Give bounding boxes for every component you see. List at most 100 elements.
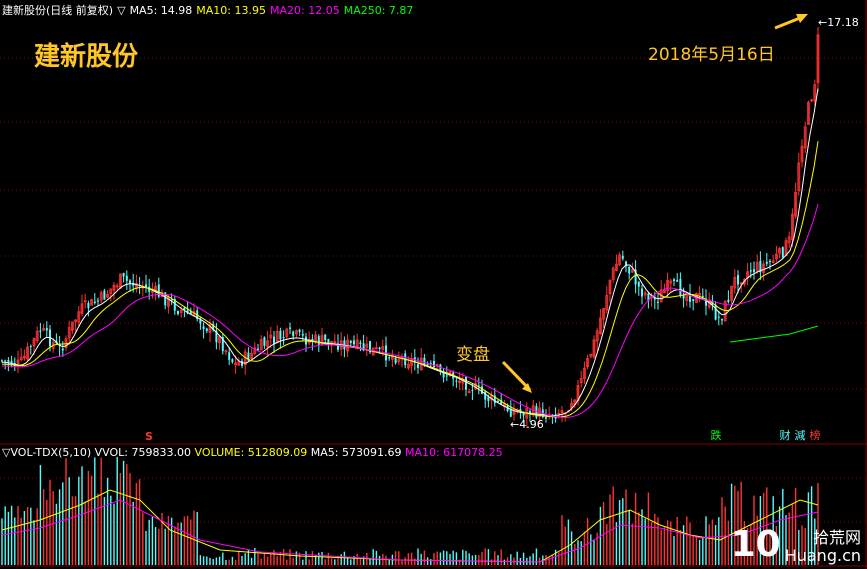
candle-body xyxy=(39,330,42,332)
logo-number: 10 xyxy=(730,524,781,565)
candle-body xyxy=(215,330,218,343)
candle-body xyxy=(429,363,432,365)
candle-body xyxy=(173,299,176,311)
candle-body xyxy=(803,126,807,149)
candle-body xyxy=(497,400,499,402)
die-badge[interactable]: 跌 xyxy=(710,429,722,442)
candle-body xyxy=(199,319,202,324)
candle-body xyxy=(769,260,771,262)
candle-body xyxy=(589,353,593,357)
candle-body xyxy=(643,292,647,296)
vol-ma5-line xyxy=(1,489,819,563)
candle-body xyxy=(170,299,173,301)
candle-body xyxy=(320,335,324,345)
turn-arrowhead xyxy=(522,383,532,393)
volume-panel-header: ▽VOL-TDX(5,10) VVOL: 759833.00 VOLUME: 5… xyxy=(2,446,503,459)
candle-body xyxy=(484,391,487,400)
candle-body xyxy=(388,357,391,359)
candle-body xyxy=(787,236,791,244)
candle-body xyxy=(183,307,186,310)
candle-body xyxy=(16,359,20,364)
candle-body xyxy=(224,350,228,353)
candle-body xyxy=(433,360,435,368)
candle-body xyxy=(97,300,99,302)
candle-body xyxy=(282,337,285,339)
candle-body xyxy=(592,339,596,358)
candle-body xyxy=(42,328,45,331)
indicator-toggle-icon[interactable]: ▽ xyxy=(117,4,126,17)
candle-body xyxy=(705,298,707,306)
candle-body xyxy=(653,297,656,300)
candle-body xyxy=(529,411,531,415)
candle-body xyxy=(285,328,289,337)
candle-body xyxy=(458,380,462,384)
candle-body xyxy=(247,352,250,361)
candle-body xyxy=(615,263,618,271)
candle-body xyxy=(4,360,7,362)
candle-body xyxy=(1,360,3,362)
candle-body xyxy=(250,352,254,359)
candle-body xyxy=(115,285,119,288)
candle-body xyxy=(669,280,673,284)
candle-body xyxy=(676,280,679,282)
candle-body xyxy=(266,340,270,348)
candle-body xyxy=(228,352,231,360)
candle-body xyxy=(682,294,685,299)
cai-badge[interactable]: 财 xyxy=(779,429,791,442)
candle-body xyxy=(406,363,410,369)
low-price-label: ←4.96 xyxy=(510,418,544,431)
candle-body xyxy=(512,408,516,415)
candle-body xyxy=(234,362,238,366)
candle-body xyxy=(381,346,385,350)
candle-body xyxy=(237,361,241,366)
candle-body xyxy=(737,274,739,285)
candle-body xyxy=(129,280,131,283)
candle-body xyxy=(263,337,266,346)
candle-body xyxy=(22,355,26,359)
candle-body xyxy=(186,310,189,314)
candle-body xyxy=(755,262,759,272)
candle-body xyxy=(19,357,23,361)
candle-body xyxy=(762,263,765,273)
candle-body xyxy=(164,292,167,306)
candle-body xyxy=(71,321,74,331)
logo-chinese: 拾荒网 xyxy=(812,528,861,547)
candle-body xyxy=(500,399,503,405)
jian-badge[interactable]: 減 xyxy=(794,429,806,442)
candle-body xyxy=(509,408,512,417)
candle-body xyxy=(83,300,87,303)
candle-body xyxy=(775,253,778,260)
candle-body xyxy=(625,261,627,267)
candle-body xyxy=(727,299,730,303)
candle-body xyxy=(333,341,337,344)
ma20-readout: MA20: 12.05 xyxy=(270,4,340,17)
candle-body xyxy=(29,346,32,348)
candle-body xyxy=(301,333,304,336)
bang-badge[interactable]: 榜 xyxy=(809,429,821,442)
candle-body xyxy=(465,376,467,390)
candle-body xyxy=(32,338,36,347)
candle-body xyxy=(663,289,666,294)
candle-body xyxy=(253,347,257,354)
stock-title: 建新股份(日线 前复权) xyxy=(2,4,114,17)
candle-body xyxy=(445,375,448,377)
candle-body xyxy=(723,300,727,322)
candle-body xyxy=(109,288,113,295)
candle-body xyxy=(810,99,813,102)
stock-name-overlay: 建新股份 xyxy=(34,42,139,72)
candle-body xyxy=(730,285,733,301)
candle-body xyxy=(641,288,643,297)
candle-body xyxy=(61,348,64,351)
candle-body xyxy=(221,337,224,352)
candle-body xyxy=(679,279,682,296)
candle-body xyxy=(435,364,439,366)
candle-body xyxy=(269,334,273,339)
candle-body xyxy=(87,302,90,309)
candle-body xyxy=(93,301,96,304)
candle-body xyxy=(698,293,701,296)
candle-body xyxy=(298,329,301,332)
ma5-line xyxy=(1,88,819,416)
vol-indicator-label[interactable]: ▽VOL-TDX(5,10) xyxy=(2,446,92,459)
date-arrow xyxy=(774,16,801,30)
candle-body xyxy=(816,34,820,84)
